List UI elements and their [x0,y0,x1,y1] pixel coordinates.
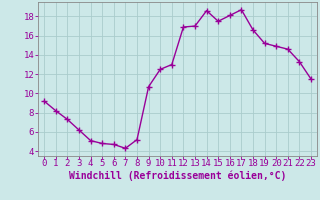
X-axis label: Windchill (Refroidissement éolien,°C): Windchill (Refroidissement éolien,°C) [69,171,286,181]
